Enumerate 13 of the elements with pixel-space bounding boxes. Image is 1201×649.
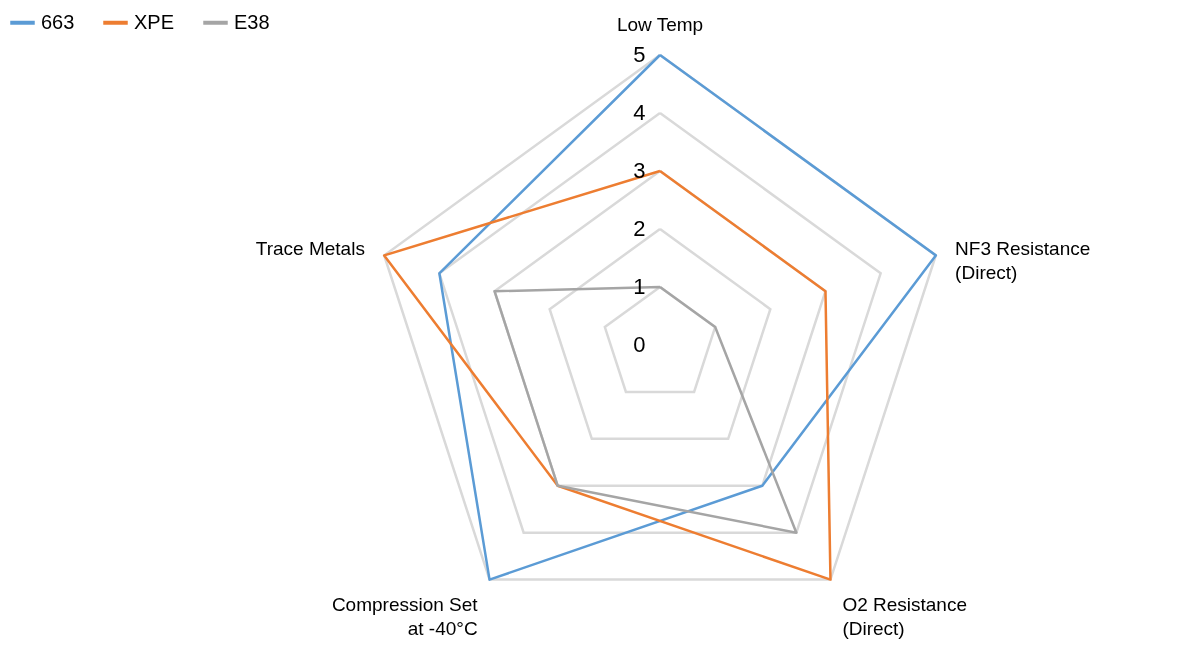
y-tick-label: 0 bbox=[633, 332, 646, 357]
legend-label: 663 bbox=[41, 10, 75, 33]
spoke-label: Trace Metals bbox=[255, 238, 365, 260]
y-tick-label: 5 bbox=[633, 42, 646, 67]
spoke-label: Low Temp bbox=[616, 13, 704, 35]
legend-label: E38 bbox=[234, 10, 270, 33]
y-tick-label: 4 bbox=[633, 100, 646, 125]
legend-label: XPE bbox=[134, 10, 175, 33]
y-tick-label: 2 bbox=[633, 216, 646, 241]
y-tick-label: 1 bbox=[633, 274, 646, 299]
spoke-label: NF3 Resistance (Direct) bbox=[955, 238, 1091, 284]
spoke-label: O2 Resistance (Direct) bbox=[842, 594, 968, 640]
spoke-label: Compression Set at -40°C bbox=[331, 594, 479, 640]
